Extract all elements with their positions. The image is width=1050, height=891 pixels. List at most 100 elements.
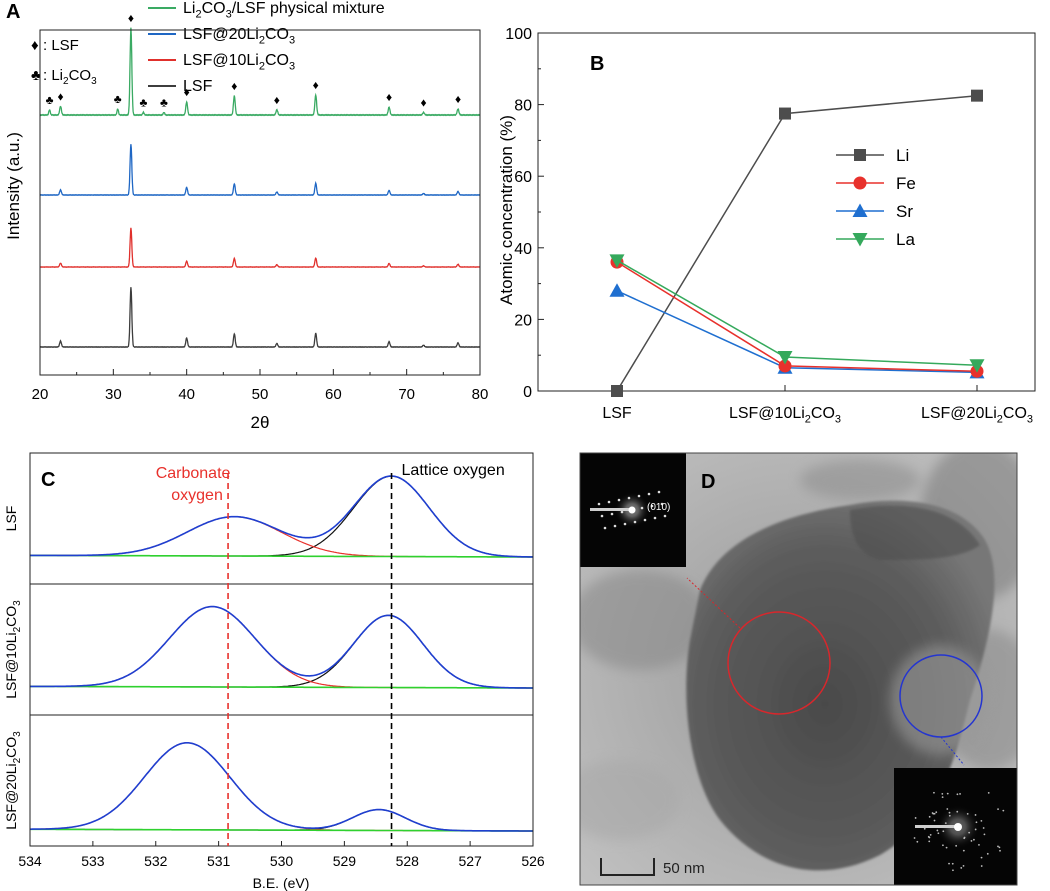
- xrd-peak-marker: ♦: [455, 92, 461, 106]
- x-tick-label: 534: [18, 853, 42, 869]
- saed-ring-spot: [978, 843, 980, 846]
- reference-annotation: Lattice oxygen: [402, 462, 505, 479]
- saed-ring-spot: [986, 852, 989, 855]
- xps-carbonate-component: [30, 606, 533, 689]
- saed-ring-spot: [962, 849, 965, 852]
- x-category-label: LSF@20Li2CO3: [921, 405, 1033, 425]
- saed-ring-spot: [999, 849, 1001, 852]
- panel-a-x-label: 2θ: [251, 413, 270, 432]
- saed-ring-spot: [959, 793, 961, 795]
- saed-ring-spot: [980, 865, 983, 867]
- xps-envelope: [30, 605, 533, 689]
- transmitted-beam: [954, 823, 962, 831]
- saed-ring-spot: [933, 812, 936, 815]
- panel-b-legend: Li Fe Sr La: [836, 146, 916, 249]
- saed-ring-spot: [997, 845, 999, 848]
- beam-stopper: [915, 825, 957, 828]
- x-category-label: LSF@10Li2CO3: [729, 405, 841, 425]
- point-li: [611, 385, 623, 397]
- panel-c-annotations: Carbonate oxygen Lattice oxygen: [156, 462, 505, 846]
- saed-ring-spot: [916, 840, 919, 843]
- xrd-trace-0: [39, 287, 481, 349]
- saed-spot: [643, 518, 647, 522]
- y-tick-label: 20: [514, 312, 532, 329]
- saed-ring-spot: [956, 793, 959, 796]
- point-la: [969, 359, 985, 373]
- series-line-fe: [616, 261, 978, 373]
- xps-carbonate-component: [30, 516, 533, 558]
- saed-ring-spot: [975, 821, 978, 824]
- panel-label-b: B: [590, 53, 604, 75]
- saed-spot: [627, 496, 631, 500]
- saed-spot: [607, 500, 611, 504]
- saed-spot: [613, 524, 617, 528]
- saed-spot: [600, 514, 604, 518]
- saed-ring-spot: [963, 836, 966, 839]
- legend-label: Fe: [896, 174, 916, 193]
- xrd-peak-marker: ♣: [160, 95, 168, 109]
- saed-ring-spot: [941, 796, 944, 799]
- saed-ring-spot: [942, 830, 945, 833]
- panel-label-c: C: [41, 469, 55, 491]
- xps-lattice-component: [30, 475, 533, 558]
- xrd-peak-marker: ♣: [139, 95, 147, 109]
- saed-spot: [637, 494, 641, 498]
- series-line-li: [616, 94, 978, 392]
- tem-image: (010) 50 nm: [580, 453, 1017, 885]
- beam-stopper: [590, 508, 630, 511]
- saed-ring-spot: [944, 822, 947, 824]
- saed-ring-spot: [960, 867, 963, 869]
- x-tick-label: 60: [325, 386, 342, 403]
- y-tick-label: 60: [514, 169, 532, 186]
- saed-spot: [663, 514, 667, 518]
- saed-ring-spot: [933, 819, 936, 822]
- xps-carbonate-component: [30, 742, 533, 832]
- x-tick-label: 80: [472, 386, 489, 403]
- saed-ring-spot: [945, 846, 948, 849]
- x-tick-label: 527: [458, 853, 482, 869]
- marker-label: : Li2CO3: [43, 67, 97, 87]
- xrd-peak-marker: ♣: [114, 92, 122, 106]
- saed-spot: [640, 506, 644, 510]
- panel-label-a: A: [6, 1, 20, 23]
- saed-ring-spot: [970, 840, 973, 842]
- saed-ring-spot: [941, 792, 944, 795]
- point-li: [971, 89, 983, 102]
- xrd-peak-marker: ♣: [46, 93, 54, 107]
- saed-ring-spot: [955, 844, 958, 847]
- legend-label: La: [896, 230, 915, 249]
- panel-a-legend: Li2CO3/LSF physical mixture LSF@20Li2CO3 L…: [148, 0, 385, 95]
- saed-ring-spot: [928, 836, 931, 839]
- saed-ring-spot: [931, 812, 934, 814]
- saed-spot: [650, 504, 654, 508]
- saed-spot: [660, 502, 664, 506]
- saed-ring-spot: [937, 832, 940, 835]
- xrd-peak-marker: ♦: [57, 89, 63, 103]
- legend-label: Li: [896, 146, 909, 165]
- marker-symbol: ♦: [31, 37, 39, 54]
- saed-ring-spot: [998, 846, 1001, 849]
- panel-c-plot: [30, 475, 533, 832]
- selected-area-circle-red: [727, 611, 831, 715]
- xrd-peak-marker: ♦: [420, 95, 426, 109]
- panel-c-sample-label: LSF: [3, 506, 19, 532]
- saed-ring-spot: [987, 791, 990, 794]
- saed-ring-spot: [942, 844, 944, 847]
- x-tick-label: 531: [207, 853, 231, 869]
- saed-ring-spot: [973, 838, 975, 841]
- panel-b-axes: 0 20 40 60 80 100 LSF LSF@10Li2CO3 LSF@20Li2CO3: [505, 26, 1033, 425]
- saed-spot: [610, 512, 614, 516]
- saed-spot: [623, 522, 627, 526]
- saed-ring-spot: [980, 820, 983, 822]
- legend-label: LSF: [183, 78, 213, 95]
- panel-c-x-label: B.E. (eV): [253, 875, 310, 891]
- y-tick-label: 40: [514, 241, 532, 258]
- saed-ring-spot: [946, 792, 949, 795]
- saed-ring-spot: [956, 810, 959, 813]
- saed-ring-spot: [914, 817, 917, 819]
- saed-ring-spot: [1002, 809, 1005, 812]
- y-tick-label: 100: [505, 26, 532, 43]
- legend-label: Li2CO3/LSF physical mixture: [183, 0, 385, 20]
- panel-a-xrd: A Li2CO3/LSF physical mixture LSF@20Li2CO…: [4, 0, 488, 432]
